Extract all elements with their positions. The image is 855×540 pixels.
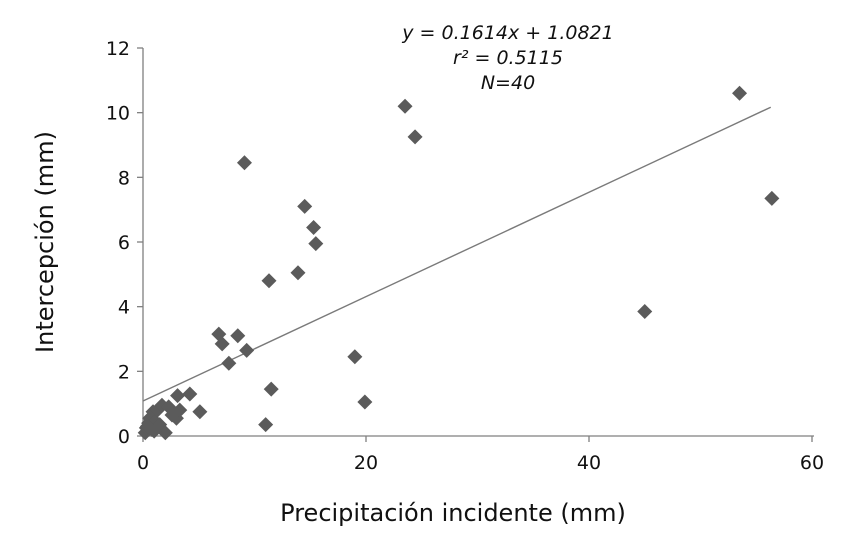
data-point	[239, 342, 255, 358]
data-point	[261, 273, 277, 289]
ticks: 0 2 4 6 8 10 12 0 20 40 60	[106, 38, 824, 474]
x-axis-title: Precipitación incidente (mm)	[280, 499, 626, 527]
data-point	[182, 386, 198, 402]
data-point	[221, 355, 237, 371]
x-tick-label: 60	[800, 452, 824, 474]
data-point	[170, 388, 186, 404]
data-point	[297, 198, 313, 214]
data-points	[137, 85, 780, 441]
data-point	[764, 190, 780, 206]
data-point	[263, 381, 279, 397]
trendline	[142, 106, 772, 402]
n-text: N=40	[481, 72, 535, 94]
data-point	[164, 407, 180, 423]
data-point	[192, 404, 208, 420]
y-axis-title: Intercepción (mm)	[31, 131, 59, 353]
data-point	[236, 155, 252, 171]
data-point	[397, 98, 413, 114]
data-point	[407, 129, 423, 145]
y-tick-label: 6	[118, 232, 130, 254]
data-point	[258, 417, 274, 433]
data-point	[637, 304, 653, 320]
equation-annotation: y = 0.1614x + 1.0821 r² = 0.5115 N=40	[401, 22, 613, 94]
axes	[142, 48, 814, 437]
y-tick-label: 2	[118, 361, 130, 383]
x-tick-label: 0	[137, 452, 149, 474]
x-tick-label: 40	[577, 452, 601, 474]
y-tick-label: 10	[106, 103, 130, 125]
data-point	[290, 265, 306, 281]
y-tick-label: 12	[106, 38, 130, 60]
y-tick-label: 0	[118, 426, 130, 448]
y-tick-label: 4	[118, 297, 130, 319]
data-point	[347, 349, 363, 365]
data-point	[357, 394, 373, 410]
data-point	[732, 85, 748, 101]
data-point	[146, 423, 162, 439]
data-point	[157, 425, 173, 441]
y-tick-label: 8	[118, 167, 130, 189]
data-point	[214, 336, 230, 352]
data-point	[306, 219, 322, 235]
equation-text: y = 0.1614x + 1.0821	[401, 22, 613, 44]
data-point	[308, 236, 324, 252]
r2-text: r² = 0.5115	[453, 47, 563, 69]
x-tick-label: 20	[354, 452, 378, 474]
data-point	[230, 328, 246, 344]
